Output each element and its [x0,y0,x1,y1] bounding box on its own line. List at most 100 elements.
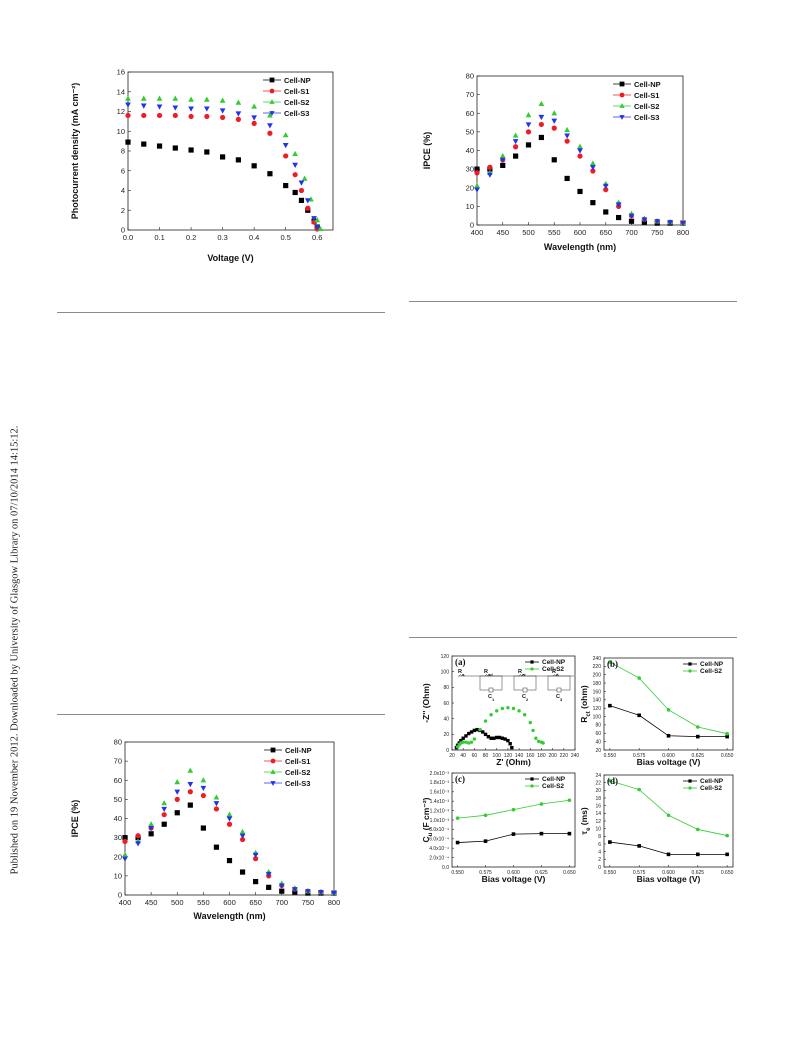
y-tick-label: 2.0x10⁻³ [430,771,450,777]
y-tick-label: 10 [117,127,125,136]
x-tick-label: 0.650 [721,870,734,876]
x-tick-label: 0.575 [633,753,646,759]
legend-entry-cell-np: Cell-NP [263,76,311,85]
circuit-capacitor-label: C3 [556,694,563,702]
x-tick-label: 0.550 [604,870,617,876]
data-point-cell-np [696,852,700,857]
y-tick-label: 6.0x10⁻⁴ [429,837,449,843]
y-tick-label: 200 [593,673,602,679]
data-point-cell-np [156,143,163,149]
data-point-cell-np [472,728,477,733]
y-tick-label: 8 [598,834,601,840]
y-tick-label: 220 [593,664,602,670]
data-point-cell-s3 [318,890,324,896]
data-point-cell-s1 [172,112,178,119]
data-point-cell-s1 [188,113,194,120]
data-point-cell-s1 [590,168,596,174]
y-tick-label: 2.0x10⁻⁴ [429,855,449,861]
data-point-cell-s2 [461,740,465,744]
data-point-cell-s2 [538,100,545,107]
data-point-cell-s3 [305,889,311,895]
data-point-cell-s2 [725,833,729,838]
y-tick-label: 12 [595,819,601,825]
data-point-cell-s2 [499,152,506,159]
data-point-cell-s1 [253,856,259,862]
x-tick-label: 0.1 [154,233,164,242]
data-point-cell-np [577,188,583,195]
legend-entry-cell-s1: Cell-S1 [613,91,659,100]
legend-marker [688,779,692,783]
data-point-cell-s1 [156,112,163,119]
x-tick-label: 750 [651,228,664,237]
data-point-cell-s2 [483,719,488,723]
data-point-cell-s3 [314,224,321,231]
legend-marker [270,781,276,786]
data-point-cell-np [511,832,516,836]
data-point-cell-s2 [219,97,226,103]
legend-marker [530,660,534,664]
legend-label: Cell-S1 [634,91,659,100]
data-point-cell-s1 [551,125,557,131]
y-tick-label: 140 [593,698,602,704]
legend-entry-cell-s2: Cell-S2 [525,666,564,673]
data-point-cell-s1 [513,144,519,150]
circuit-capacitor [522,687,528,693]
y-tick-label: 40 [466,146,474,155]
data-point-cell-s1 [564,138,570,144]
data-point-cell-s3 [140,103,147,109]
x-tick-label: 500 [522,228,535,237]
data-point-cell-s3 [590,165,596,171]
data-point-cell-s2 [239,828,246,834]
data-point-cell-s2 [317,225,324,232]
data-point-cell-s3 [278,883,285,889]
data-point-cell-s1 [200,792,206,799]
data-point-cell-np [503,737,507,741]
y-tick-label: 80 [114,738,122,747]
y-tick-label: 80 [595,723,601,729]
series-cell-s3 [125,102,321,231]
data-point-cell-s2 [539,802,544,806]
data-point-cell-s3 [203,106,210,112]
y-tick-label: 50 [466,127,474,136]
data-point-cell-np [220,154,226,160]
circuit-resistor-label: Rsd [484,669,493,677]
y-tick-label: 1.0x10⁻³ [430,818,450,824]
legend-marker [270,758,276,764]
legend-label: Cell-S3 [285,779,310,788]
data-point-cell-s3 [125,102,131,108]
x-tick-label: 60 [472,753,478,759]
y-tick-label: 0 [470,221,474,230]
data-point-cell-s1 [125,112,131,119]
ipce-chart-bottom: 400 450 500 550 600 650 700 750 800 0 10 20 30 40 50 60… [68,730,348,925]
y-tick-label: 1.4x10⁻³ [430,799,450,805]
data-point-cell-s2 [541,741,545,745]
y-tick-label: 180 [593,681,602,687]
data-point-cell-s2 [500,706,505,711]
data-point-cell-np [510,745,514,750]
legend-label: Cell-S2 [700,785,722,792]
data-point-cell-s2 [522,713,527,717]
data-point-cell-s2 [637,787,641,792]
x-tick-label: 450 [496,228,509,237]
x-tick-label: 800 [328,898,341,907]
data-point-cell-np [148,831,154,837]
x-axis-title: Z' (Ohm) [496,757,531,767]
series-cell-np [454,727,514,750]
data-point-cell-s2 [489,713,493,717]
y-tick-label: 16 [595,803,601,809]
data-point-cell-s2 [455,745,460,749]
data-point-cell-s2 [696,827,700,832]
data-point-cell-s3 [641,217,648,223]
data-point-cell-s3 [239,833,246,839]
data-point-cell-np [506,738,510,743]
y-tick-label: 40 [595,739,601,745]
y-axis-title: τe (ms) [579,807,592,835]
data-point-cell-s3 [304,198,311,204]
data-point-cell-s2 [506,706,510,710]
x-tick-label: 0.625 [535,870,548,876]
data-point-cell-np [204,149,210,155]
series-cell-s1 [122,789,337,896]
data-point-cell-s1 [525,129,532,135]
data-point-cell-np [125,139,131,145]
data-point-cell-s1 [122,838,128,845]
